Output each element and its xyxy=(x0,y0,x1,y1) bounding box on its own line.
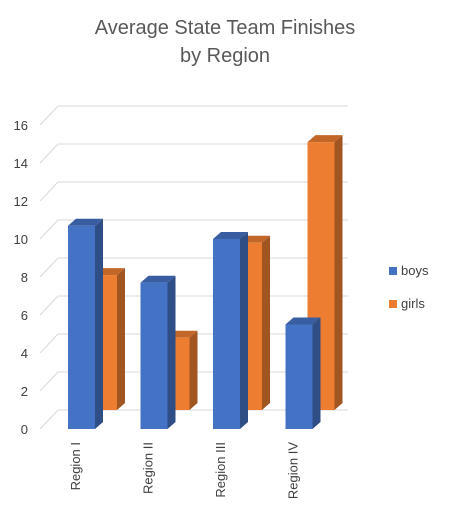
bar-boys-region-ii xyxy=(140,275,176,429)
y-tick-label: 12 xyxy=(14,194,28,209)
y-axis: 0 2 4 6 8 10 12 14 16 xyxy=(14,118,28,437)
x-tick-label: Region I xyxy=(68,442,83,490)
bar-top xyxy=(140,275,176,283)
bar-boys-region-iv xyxy=(285,317,321,429)
gridline-diagonal xyxy=(39,295,59,316)
bar-boys-region-i xyxy=(68,218,103,429)
bar-front xyxy=(285,324,313,429)
bars xyxy=(68,135,343,429)
gridline-diagonal xyxy=(39,105,59,126)
legend: boys girls xyxy=(389,263,429,311)
gridline-diagonal xyxy=(39,181,59,202)
y-tick-label: 16 xyxy=(14,118,28,133)
y-tick-label: 4 xyxy=(21,346,28,361)
gridline-diagonal xyxy=(39,333,59,354)
bar-side xyxy=(95,218,103,429)
y-tick-label: 6 xyxy=(21,308,28,323)
x-tick-label: Region II xyxy=(141,442,156,494)
legend-swatch-boys xyxy=(389,267,397,275)
x-tick-label: Region IV xyxy=(286,442,301,499)
x-tick-label: Region III xyxy=(213,442,228,498)
y-tick-label: 14 xyxy=(14,156,28,171)
bar-side xyxy=(189,330,198,410)
bar-top xyxy=(213,232,248,239)
y-tick-label: 8 xyxy=(21,270,28,285)
bar-side xyxy=(240,232,248,429)
gridline-diagonal xyxy=(39,371,59,392)
chart-title-line-2: by Region xyxy=(180,45,270,67)
chart-title: Average State Team Finishes by Region xyxy=(95,17,356,67)
bar-front xyxy=(213,239,240,429)
bar-top xyxy=(307,135,343,143)
bar-front xyxy=(140,282,168,429)
legend-swatch-girls xyxy=(389,300,397,308)
x-axis: Region I Region II Region III Region IV xyxy=(68,442,301,499)
gridline-diagonal xyxy=(39,219,59,240)
bar-top xyxy=(285,317,321,325)
legend-label-girls: girls xyxy=(401,296,425,311)
y-tick-label: 10 xyxy=(14,232,28,247)
bar-side xyxy=(312,317,321,429)
bar-side xyxy=(262,235,270,410)
gridline-diagonal xyxy=(39,143,59,164)
bar-side xyxy=(167,275,176,429)
bar-top xyxy=(68,218,103,226)
gridline-diagonal xyxy=(39,257,59,278)
legend-label-boys: boys xyxy=(401,263,429,278)
y-tick-label: 0 xyxy=(21,422,28,437)
bar-side xyxy=(117,268,125,410)
bar-side xyxy=(334,135,343,410)
bar-front xyxy=(68,225,95,429)
bar-boys-region-iii xyxy=(213,232,248,429)
chart-title-line-1: Average State Team Finishes xyxy=(95,17,356,39)
y-tick-label: 2 xyxy=(21,384,28,399)
gridline-diagonal xyxy=(39,409,59,430)
